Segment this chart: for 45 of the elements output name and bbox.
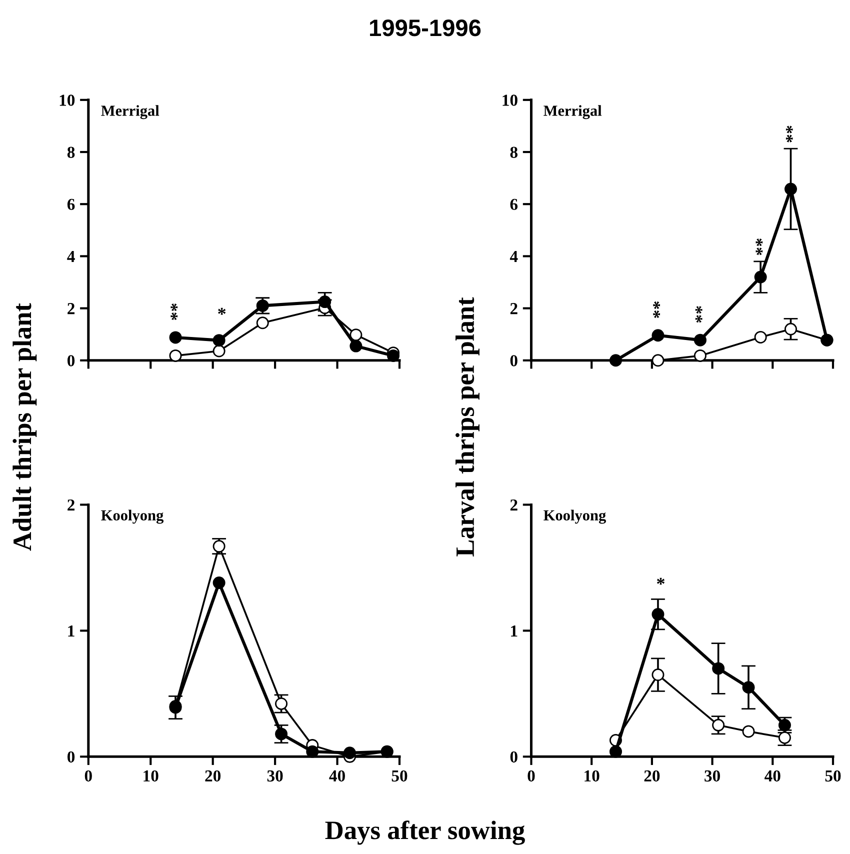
y-tick-label: 2 <box>68 303 74 314</box>
x-tick-label: 10 <box>144 770 158 782</box>
annotation: * <box>657 578 665 585</box>
x-tick-label: 40 <box>329 770 345 782</box>
annotation: ** <box>170 303 178 320</box>
y-tick-label: 2 <box>510 303 518 314</box>
annotation: ** <box>695 306 702 323</box>
y-tick-label: 10 <box>60 94 75 106</box>
annotation: ** <box>756 238 763 256</box>
y-tick-label: 4 <box>510 251 518 262</box>
x-tick-label: 50 <box>825 770 841 782</box>
y-tick-label: 6 <box>67 198 75 210</box>
annotation: ** <box>653 301 660 318</box>
annotation: Koolyong <box>101 510 164 524</box>
y-tick-label: 2 <box>68 499 74 510</box>
y-tick-label: 0 <box>68 355 75 366</box>
y-tick-label: 1 <box>68 625 74 636</box>
y-tick-label: 0 <box>510 751 518 763</box>
x-tick-label: 0 <box>528 770 535 782</box>
y-axis-title: Larval thrips per plant <box>456 297 480 556</box>
chart-title: 1995-1996 <box>370 20 481 36</box>
annotation: Merrigal <box>101 105 160 120</box>
y-tick-label: 2 <box>510 499 518 510</box>
y-tick-label: 4 <box>67 251 75 262</box>
x-tick-label: 0 <box>84 770 92 782</box>
x-tick-label: 50 <box>392 770 408 782</box>
y-tick-label: 0 <box>510 355 518 366</box>
annotation: Koolyong <box>544 510 606 524</box>
annotation: Merrigal <box>544 105 602 120</box>
x-tick-label: 30 <box>704 770 720 782</box>
y-tick-label: 8 <box>510 146 518 158</box>
y-axis-title: Adult thrips per plant <box>12 303 37 551</box>
x-tick-label: 20 <box>644 770 660 782</box>
x-axis-title: Days after sowing <box>325 820 525 845</box>
y-tick-label: 8 <box>67 146 75 158</box>
x-tick-label: 10 <box>584 770 600 782</box>
y-tick-label: 10 <box>502 94 518 106</box>
annotation: ** <box>786 126 793 142</box>
x-tick-label: 30 <box>267 770 283 782</box>
annotation: * <box>218 308 226 315</box>
x-tick-label: 40 <box>764 770 780 782</box>
x-tick-label: 20 <box>205 770 221 782</box>
y-tick-label: 1 <box>511 625 518 636</box>
y-tick-label: 0 <box>68 751 75 763</box>
y-tick-label: 6 <box>510 198 518 210</box>
